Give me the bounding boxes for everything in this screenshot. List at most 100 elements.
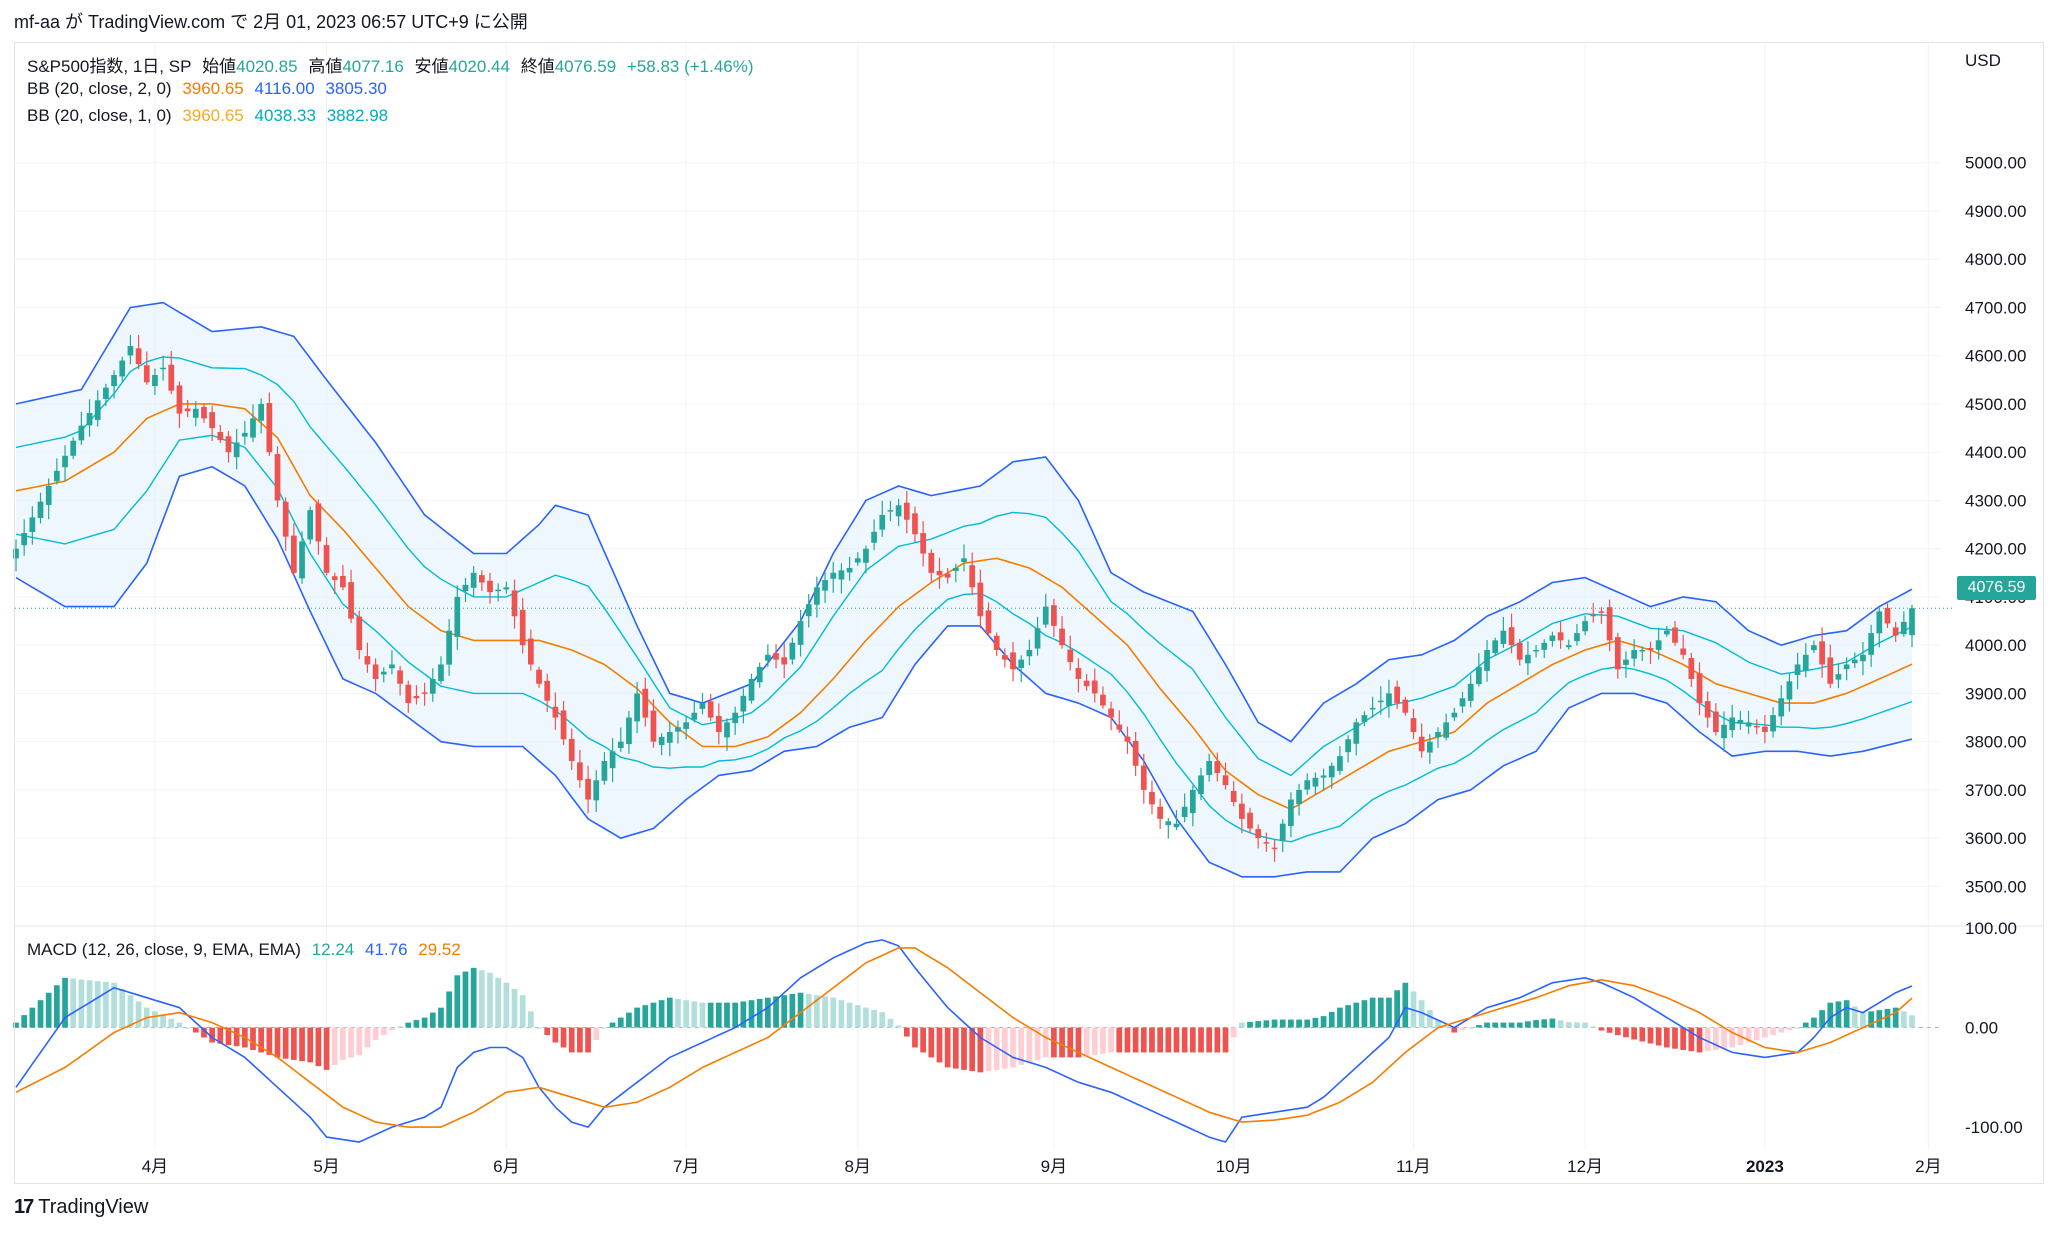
candle-body <box>1565 645 1572 648</box>
macd-histogram-bar <box>250 1027 256 1050</box>
macd-histogram-bar <box>511 988 518 1028</box>
macd-histogram-bar <box>1328 1011 1335 1028</box>
candle-body <box>822 580 828 591</box>
candle-body <box>1516 642 1523 660</box>
macd-histogram-bar <box>1753 1027 1760 1040</box>
candle-body <box>152 375 158 387</box>
macd-histogram-bar <box>1516 1022 1523 1028</box>
candle-body <box>732 712 739 723</box>
macd-histogram-bar <box>348 1027 354 1058</box>
candle-body <box>1222 775 1229 786</box>
macd-histogram-bar <box>1377 997 1384 1028</box>
candle-body <box>903 502 910 520</box>
candle-body <box>936 570 943 576</box>
candle-body <box>1100 694 1106 706</box>
candle-body <box>977 582 984 617</box>
macd-histogram-bar <box>912 1027 918 1048</box>
macd-histogram-bar <box>666 997 673 1028</box>
time-tick-label: 2023 <box>1746 1157 1784 1176</box>
candle-body <box>1745 722 1752 727</box>
candle-body <box>364 656 371 665</box>
candle-body <box>536 669 542 684</box>
last-price-tag: 4076.59 <box>1957 576 2036 600</box>
candle-body <box>1614 637 1621 670</box>
price-tick-label: 4300.00 <box>1965 491 2026 510</box>
price-tick-label: 4000.00 <box>1965 636 2026 655</box>
candle-body <box>1819 641 1825 665</box>
macd-histogram-bar <box>1402 982 1409 1028</box>
macd-histogram-bar <box>879 1012 886 1028</box>
candle-body <box>707 701 714 718</box>
macd-histogram-bar <box>135 1001 142 1028</box>
candle-body <box>307 510 314 540</box>
candle-body <box>1173 823 1180 828</box>
macd-histogram-bar <box>1091 1027 1098 1055</box>
candle-body <box>1827 657 1834 684</box>
candle-body <box>1426 741 1433 753</box>
bb2-upper-line <box>15 301 1913 743</box>
macd-histogram-bar <box>1574 1022 1580 1028</box>
candle-body <box>1181 806 1188 818</box>
macd-histogram-bar <box>1002 1027 1008 1069</box>
candle-body <box>781 657 788 665</box>
candle-body <box>985 610 992 634</box>
candle-body <box>675 727 681 732</box>
candle-body <box>797 621 804 645</box>
macd-histogram-bar <box>1140 1027 1147 1053</box>
candle-body <box>1533 650 1539 652</box>
macd-histogram-bar <box>1443 1026 1450 1028</box>
macd-histogram-bar <box>740 1001 747 1028</box>
change-value: +58.83 (+1.46%) <box>626 57 754 76</box>
candle-body <box>1892 627 1899 636</box>
macd-histogram-bar <box>952 1027 959 1069</box>
macd-histogram-bar <box>1116 1027 1123 1053</box>
macd-histogram-bar <box>364 1027 371 1048</box>
candle-body <box>1860 654 1866 662</box>
candle-body <box>650 710 657 742</box>
candle-body <box>1753 725 1760 728</box>
macd-histogram-bar <box>413 1020 420 1028</box>
candle-body <box>495 589 502 592</box>
candle-body <box>1304 780 1311 790</box>
footer-brand: 17 TradingView <box>14 1196 148 1219</box>
macd-histogram-bar <box>1304 1019 1311 1028</box>
candle-body <box>609 751 616 769</box>
macd-histogram-bar <box>985 1027 992 1072</box>
macd-histogram-bar <box>1639 1027 1646 1042</box>
candle-body <box>168 364 175 391</box>
macd-histogram-bar <box>274 1027 281 1058</box>
macd-histogram-bar <box>462 971 469 1028</box>
macd-histogram-bar <box>315 1027 322 1067</box>
bb2-label: BB (20, close, 2, 0) <box>27 79 172 98</box>
macd-histogram-bar <box>1811 1017 1817 1028</box>
macd-histogram-bar <box>863 1007 869 1028</box>
macd-histogram-bar <box>1435 1020 1441 1028</box>
macd-histogram-bar <box>70 978 77 1028</box>
macd-histogram-bar <box>1680 1027 1687 1050</box>
macd-histogram-bar <box>830 997 837 1028</box>
macd-histogram-bar <box>86 980 93 1028</box>
candle-body <box>454 596 461 637</box>
candle-body <box>1868 633 1874 655</box>
candle-body <box>1377 700 1384 703</box>
candle-body <box>380 671 387 675</box>
macd-histogram-bar <box>1459 1027 1466 1031</box>
bb2-lower: 3805.30 <box>325 79 387 98</box>
candle-body <box>1443 722 1450 738</box>
candle-body <box>250 418 256 438</box>
macd-histogram-bar <box>903 1027 910 1037</box>
macd-histogram-bar <box>29 1007 36 1028</box>
macd-histogram-bar <box>724 1002 730 1028</box>
macd-histogram-bar <box>1876 1010 1883 1028</box>
macd-histogram-bar <box>1271 1019 1278 1028</box>
price-tick-label: 4900.00 <box>1965 202 2026 221</box>
candle-body <box>699 703 706 709</box>
candle-body <box>1476 666 1482 685</box>
macd-histogram-bar <box>1868 1011 1874 1028</box>
macd-histogram-bar <box>707 1002 714 1028</box>
candle-body <box>1271 847 1278 850</box>
candle-body <box>160 367 166 370</box>
candle-body <box>920 533 926 554</box>
candle-body <box>1010 652 1016 670</box>
